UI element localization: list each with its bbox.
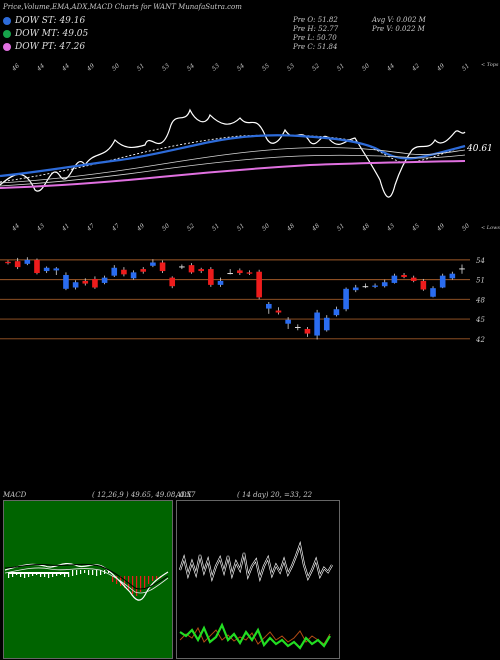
candle-body [410,277,417,281]
candle-body [333,309,340,316]
macd-label: MACD [3,491,27,499]
candle-body [130,272,137,279]
price-white-line [0,108,466,198]
candle-body [323,317,330,331]
candle-body [53,268,60,271]
legend-item-st: DOW ST: 49.16 [3,16,85,26]
candle-body [208,269,214,285]
candle-body [285,319,291,324]
legend-label-pt: DOW PT: 47.26 [15,42,86,52]
candle-body [237,270,243,274]
candle-body [314,312,320,336]
stat-avg-volume: Avg V: 0.002 M [372,16,426,24]
chart-title: Price,Volume,EMA,ADX,MACD Charts for WAN… [3,3,242,11]
candle-body [391,275,398,283]
legend-item-mt: DOW MT: 49.05 [3,29,88,39]
candle-body [439,275,446,288]
adx-values: ( 14 day) 20, =33, 22 [237,491,313,499]
candle-body [169,277,176,287]
candle-body [420,280,427,290]
candle-body [256,271,262,298]
candle-body [227,273,233,275]
candle-body [121,269,127,275]
last-value-label: 40.61 [467,144,493,154]
candle-body [111,267,118,276]
candle-body [266,303,272,309]
candle-body [92,278,98,288]
candle-body [179,266,185,268]
candle-body [5,261,11,264]
candle-body [43,267,50,272]
legend-label-st: DOW ST: 49.16 [15,16,86,26]
candle-body [198,269,204,272]
macd-line-2 [4,567,169,594]
candle-body [459,268,465,270]
candle-body [217,280,224,285]
candle-body [82,280,89,284]
stat-open: Pre O: 51.82 [293,16,338,24]
ema-mt-line-2 [0,154,466,187]
ema-pt-line [0,160,466,189]
candle-body [72,282,79,288]
candle-body [381,282,388,287]
stat-low: Pre L: 50.70 [293,34,337,42]
legend-label-mt: DOW MT: 49.05 [15,29,89,39]
tops-label: < Tops [481,62,499,68]
candle-body [101,277,108,283]
candle-body [294,326,301,328]
candle-body [304,328,311,334]
candle-body [159,262,166,272]
candle-body [188,265,195,273]
adx-label: ADX [176,491,192,499]
stat-high: Pre H: 52.77 [293,25,339,33]
y-tick-label: 51 [476,277,485,285]
y-tick-label: 54 [476,257,485,265]
candle-body [14,261,21,268]
ema-mt-line [0,147,466,184]
ema-lines [0,108,466,198]
y-tick-label: 42 [475,336,485,344]
candle-body [343,288,349,310]
legend-item-pt: DOW PT: 47.26 [3,42,85,52]
candle-body [246,272,253,274]
candle-body [430,288,436,297]
y-tick-label: 48 [475,296,485,304]
candle-body [34,259,40,274]
candle-body [372,285,378,287]
candle-body [150,262,156,266]
legend-dot-pt [3,43,11,51]
adx-line [179,622,331,650]
ema-st-line [0,134,466,178]
y-tick-label: 45 [475,316,485,324]
candle-body [401,275,407,277]
candle-body [352,287,359,291]
legend-dot-mt [3,30,11,38]
macd-values: ( 12,26,9 ) 49.65, 49.08, 0.57 [92,491,196,499]
stat-close: Pre C: 51.84 [293,43,338,51]
legend-dot-st [3,17,11,25]
stat-pre-volume: Pre V: 0.022 M [372,25,425,33]
adx-plus-di-inner [179,543,333,580]
ema-price-panel [0,108,466,198]
lows-label: < Lows [481,225,500,231]
candle-body [63,275,69,289]
macd-signal-line [4,563,169,590]
candle-body [24,259,31,264]
candle-body [275,310,282,313]
candle-body [449,273,456,279]
candle-body [140,269,147,272]
candle-body [362,286,369,288]
